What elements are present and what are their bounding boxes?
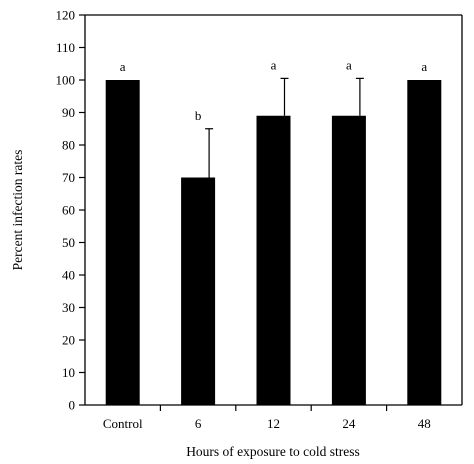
y-tick-label: 40 — [62, 268, 75, 283]
x-tick-label: 6 — [195, 416, 202, 431]
y-tick-label: 110 — [56, 40, 75, 55]
x-tick-label: 24 — [342, 416, 356, 431]
y-tick-label: 10 — [62, 365, 75, 380]
y-tick-label: 90 — [62, 105, 75, 120]
y-axis-ticks: 0 10 20 30 40 50 60 70 80 90 100 110 120 — [56, 8, 85, 413]
x-axis-label: Hours of exposure to cold stress — [186, 444, 360, 459]
bar — [256, 115, 291, 405]
x-tick-label: 48 — [418, 416, 431, 431]
significance-label: a — [271, 57, 277, 72]
bar-series — [105, 80, 442, 405]
bar — [105, 80, 140, 405]
y-tick-label: 0 — [69, 398, 76, 413]
significance-label: a — [421, 59, 427, 74]
y-tick-label: 30 — [62, 300, 75, 315]
y-axis-label: Percent infection rates — [10, 150, 25, 271]
significance-label: a — [120, 59, 126, 74]
y-tick-label: 60 — [62, 203, 75, 218]
bar — [407, 80, 442, 405]
significance-label: a — [346, 57, 352, 72]
y-tick-label: 20 — [62, 333, 75, 348]
error-bars — [205, 77, 364, 178]
y-tick-label: 120 — [56, 8, 76, 23]
bar — [181, 177, 216, 405]
significance-label: b — [195, 108, 202, 123]
y-tick-label: 50 — [62, 235, 75, 250]
x-tick-label: Control — [103, 416, 143, 431]
significance-labels: a b a a a — [120, 57, 428, 122]
x-axis-ticks: Control 6 12 24 48 — [103, 405, 431, 431]
y-tick-label: 80 — [62, 138, 75, 153]
y-tick-label: 70 — [62, 170, 75, 185]
x-tick-label: 12 — [267, 416, 280, 431]
y-tick-label: 100 — [56, 73, 76, 88]
bar — [331, 115, 366, 405]
